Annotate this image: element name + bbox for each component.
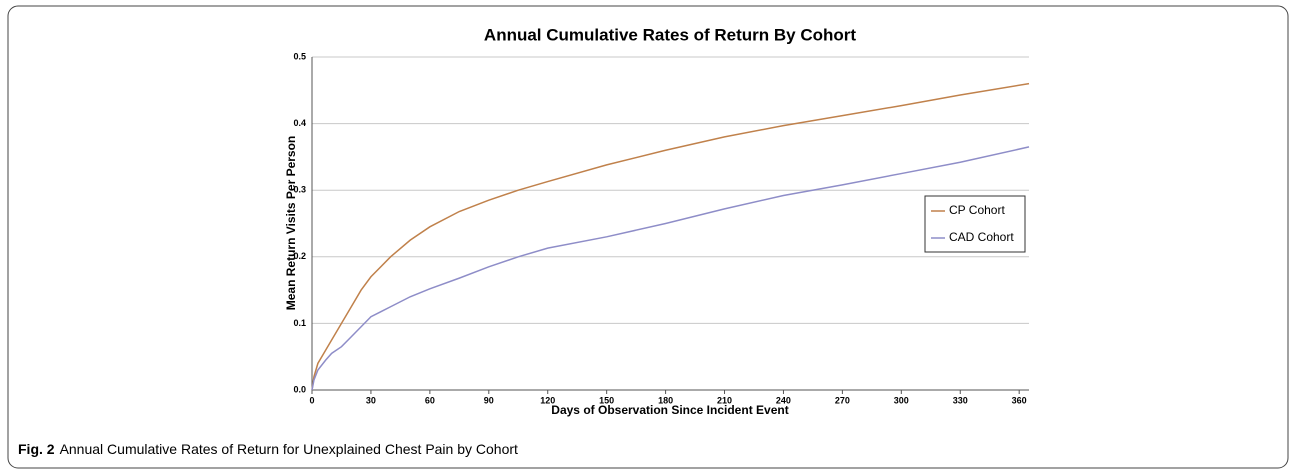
y-tick-label: 0.5 xyxy=(293,51,306,61)
x-tick-label: 270 xyxy=(835,395,850,405)
x-axis-label: Days of Observation Since Incident Event xyxy=(551,403,788,417)
caption-text: Annual Cumulative Rates of Return for Un… xyxy=(60,441,518,457)
x-tick-label: 0 xyxy=(309,395,314,405)
x-tick-label: 360 xyxy=(1012,395,1027,405)
x-tick-label: 90 xyxy=(484,395,494,405)
y-tick-label: 0.0 xyxy=(293,384,306,394)
x-tick-label: 330 xyxy=(953,395,968,405)
legend-label: CP Cohort xyxy=(949,203,1005,217)
x-tick-label: 210 xyxy=(717,395,732,405)
x-tick-label: 240 xyxy=(776,395,791,405)
figure-frame xyxy=(7,5,1289,469)
y-tick-label: 0.4 xyxy=(293,118,306,128)
y-tick-label: 0.3 xyxy=(293,185,306,195)
x-tick-label: 150 xyxy=(599,395,614,405)
caption-label: Fig. 2 xyxy=(18,441,55,457)
chart-title: Annual Cumulative Rates of Return By Coh… xyxy=(484,25,856,44)
legend-label: CAD Cohort xyxy=(949,230,1014,244)
y-tick-label: 0.2 xyxy=(293,251,306,261)
legend-box xyxy=(924,195,1026,253)
series-line xyxy=(311,146,1030,391)
x-tick-label: 60 xyxy=(425,395,435,405)
series-line xyxy=(311,82,1030,391)
x-tick-label: 30 xyxy=(366,395,376,405)
x-tick-label: 120 xyxy=(540,395,555,405)
x-tick-label: 300 xyxy=(894,395,909,405)
y-tick-label: 0.1 xyxy=(293,318,306,328)
y-axis-label: Mean Return Visits Per Person xyxy=(284,136,298,311)
caption: Fig. 2 Annual Cumulative Rates of Return … xyxy=(18,441,518,457)
x-tick-label: 180 xyxy=(658,395,673,405)
